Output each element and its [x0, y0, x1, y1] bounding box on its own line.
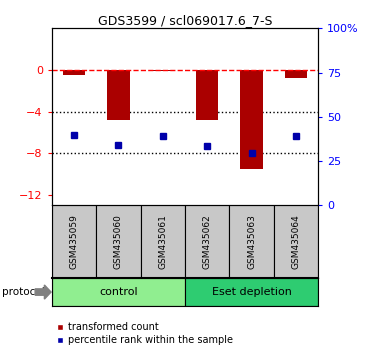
Bar — [52, 205, 96, 278]
Text: GSM435060: GSM435060 — [114, 214, 123, 269]
Text: GSM435061: GSM435061 — [158, 214, 167, 269]
Text: control: control — [99, 287, 138, 297]
Text: GSM435059: GSM435059 — [70, 214, 78, 269]
Bar — [285, 70, 307, 78]
Text: Eset depletion: Eset depletion — [212, 287, 292, 297]
Bar — [52, 278, 185, 306]
Bar — [185, 278, 318, 306]
Text: GSM435064: GSM435064 — [292, 214, 300, 269]
Bar — [240, 70, 263, 169]
Title: GDS3599 / scl069017.6_7-S: GDS3599 / scl069017.6_7-S — [98, 14, 272, 27]
Bar — [196, 70, 218, 120]
Text: GSM435063: GSM435063 — [247, 214, 256, 269]
Legend: transformed count, percentile rank within the sample: transformed count, percentile rank withi… — [53, 319, 236, 349]
Bar — [63, 70, 85, 75]
Bar — [96, 205, 141, 278]
Bar — [185, 205, 229, 278]
Bar — [107, 70, 130, 120]
Text: protocol: protocol — [2, 287, 45, 297]
Bar — [229, 205, 274, 278]
Bar — [274, 205, 318, 278]
Bar — [152, 70, 174, 71]
Text: GSM435062: GSM435062 — [203, 214, 212, 269]
Bar — [141, 205, 185, 278]
